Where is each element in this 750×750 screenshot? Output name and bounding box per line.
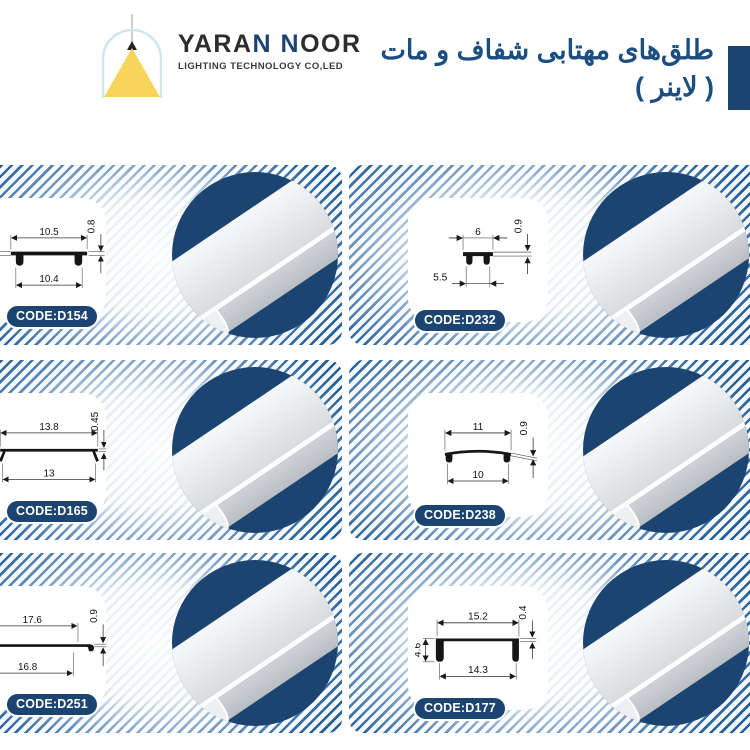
dim-top-width: 17.6 bbox=[23, 615, 43, 626]
brand-name-black1: YARA bbox=[178, 30, 253, 58]
code-badge: CODE:D165 bbox=[5, 499, 99, 524]
code-badge: CODE:D238 bbox=[413, 503, 507, 528]
product-card-d177: 15.2 0.4 4.6 14.3 CODE:D177 bbox=[349, 553, 750, 733]
dim-bottom-width: 13 bbox=[43, 468, 55, 479]
dim-top-width: 6 bbox=[475, 227, 481, 238]
code-badge: CODE:D232 bbox=[413, 308, 507, 333]
dim-top-width: 15.2 bbox=[468, 612, 488, 623]
brand-block: YARAN NOOR LIGHTING TECHNOLOGY CO,LED bbox=[178, 30, 362, 72]
dim-top-width: 11 bbox=[473, 422, 484, 433]
product-photo bbox=[172, 560, 338, 726]
title-accent-bar bbox=[728, 46, 750, 110]
drawing-panel: 15.2 0.4 4.6 14.3 bbox=[408, 586, 548, 710]
brand-subtitle: LIGHTING TECHNOLOGY CO,LED bbox=[178, 61, 344, 72]
code-badge: CODE:D177 bbox=[413, 696, 507, 721]
pendant-lamp-icon bbox=[101, 14, 163, 98]
product-photo bbox=[583, 172, 749, 338]
drawing-panel: 13.8 0.45 13 bbox=[0, 393, 106, 517]
dim-top-width: 10.5 bbox=[39, 227, 59, 238]
page-title: طلق‌های مهتابی شفاف و مات ( لاینر ) bbox=[381, 32, 715, 106]
drawing-panel: 11 10 0.9 bbox=[408, 393, 548, 517]
dim-thickness: 0.9 bbox=[513, 219, 524, 234]
dim-thickness: 0.9 bbox=[89, 609, 100, 623]
profile-drawing-d238: 11 10 0.9 bbox=[444, 421, 538, 485]
brand-name: YARAN NOOR bbox=[178, 30, 362, 59]
dim-thickness: 0.8 bbox=[87, 219, 98, 233]
code-badge: CODE:D251 bbox=[5, 692, 99, 717]
dim-top-width: 13.8 bbox=[39, 422, 59, 433]
brand-name-black2: OOR bbox=[300, 30, 362, 58]
code-badge: CODE:D154 bbox=[5, 304, 99, 329]
profile-drawing-d154: 10.5 10.4 0.8 bbox=[0, 219, 105, 289]
product-card-d165: 13.8 0.45 13 CODE:D165 bbox=[0, 360, 342, 540]
dim-leg-height: 4.6 bbox=[415, 643, 424, 658]
dim-bottom-width: 10.4 bbox=[39, 274, 59, 285]
drawing-panel: 6 0.9 5.5 bbox=[408, 198, 548, 322]
page-title-line1: طلق‌های مهتابی شفاف و مات bbox=[380, 35, 715, 65]
product-card-d154: 10.5 10.4 0.8 CODE:D154 bbox=[0, 165, 342, 345]
brand-name-blue: N N bbox=[252, 30, 301, 58]
dim-bottom-width: 14.3 bbox=[468, 665, 488, 676]
product-photo bbox=[583, 367, 749, 533]
drawing-panel: 10.5 10.4 0.8 bbox=[0, 198, 106, 322]
product-card-d238: 11 10 0.9 CODE:D238 bbox=[349, 360, 750, 540]
dim-bottom-width: 5.5 bbox=[433, 272, 448, 283]
product-card-d232: 6 0.9 5.5 CODE:D232 bbox=[349, 165, 750, 345]
dim-thickness: 0.4 bbox=[518, 605, 529, 620]
drawing-panel: 17.6 16.8 0.9 bbox=[0, 586, 106, 710]
dim-bottom-width: 16.8 bbox=[18, 662, 38, 673]
product-card-d251: 17.6 16.8 0.9 CODE:D251 bbox=[0, 553, 342, 733]
product-photo bbox=[172, 172, 338, 338]
page-title-line2: ( لاینر ) bbox=[635, 72, 714, 102]
product-photo bbox=[172, 367, 338, 533]
profile-drawing-d232: 6 0.9 5.5 bbox=[433, 219, 532, 287]
dim-thickness: 0.9 bbox=[519, 421, 530, 436]
profile-drawing-d177: 15.2 0.4 4.6 14.3 bbox=[415, 605, 537, 680]
dim-bottom-width: 10 bbox=[472, 470, 484, 481]
profile-drawing-d165: 13.8 0.45 13 bbox=[0, 411, 106, 483]
product-photo bbox=[583, 560, 749, 726]
dim-thickness: 0.45 bbox=[90, 411, 101, 431]
profile-drawing-d251: 17.6 16.8 0.9 bbox=[0, 609, 106, 677]
